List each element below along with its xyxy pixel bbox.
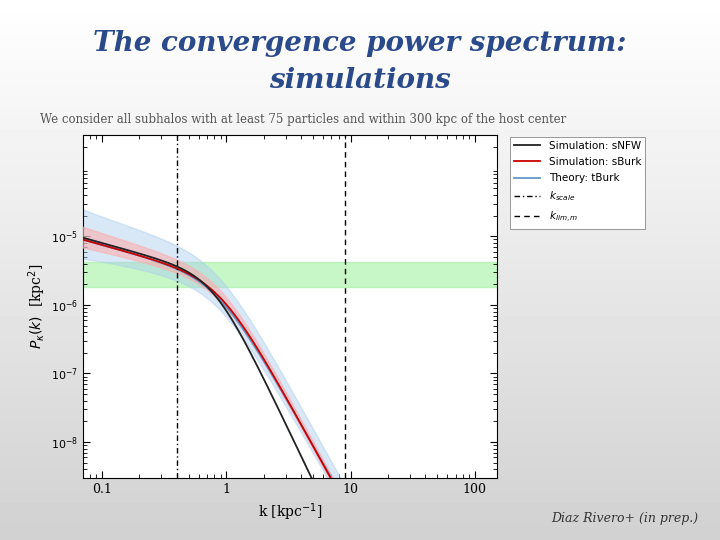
Text: simulations: simulations [269, 68, 451, 94]
Text: We consider all subhalos with at least 75 particles and within 300 kpc of the ho: We consider all subhalos with at least 7… [40, 113, 566, 126]
Y-axis label: $P_{\kappa}(k)$  [kpc$^2$]: $P_{\kappa}(k)$ [kpc$^2$] [27, 264, 48, 349]
Text: Diaz Rivero+ (in prep.): Diaz Rivero+ (in prep.) [552, 512, 698, 525]
Text: The convergence power spectrum:: The convergence power spectrum: [94, 30, 626, 57]
Bar [83, 262, 497, 287]
Legend: Simulation: sNFW, Simulation: sBurk, Theory: tBurk, $k_{scale}$, $k_{lim,m}$: Simulation: sNFW, Simulation: sBurk, The… [510, 137, 646, 229]
X-axis label: k [kpc$^{-1}$]: k [kpc$^{-1}$] [258, 501, 322, 523]
